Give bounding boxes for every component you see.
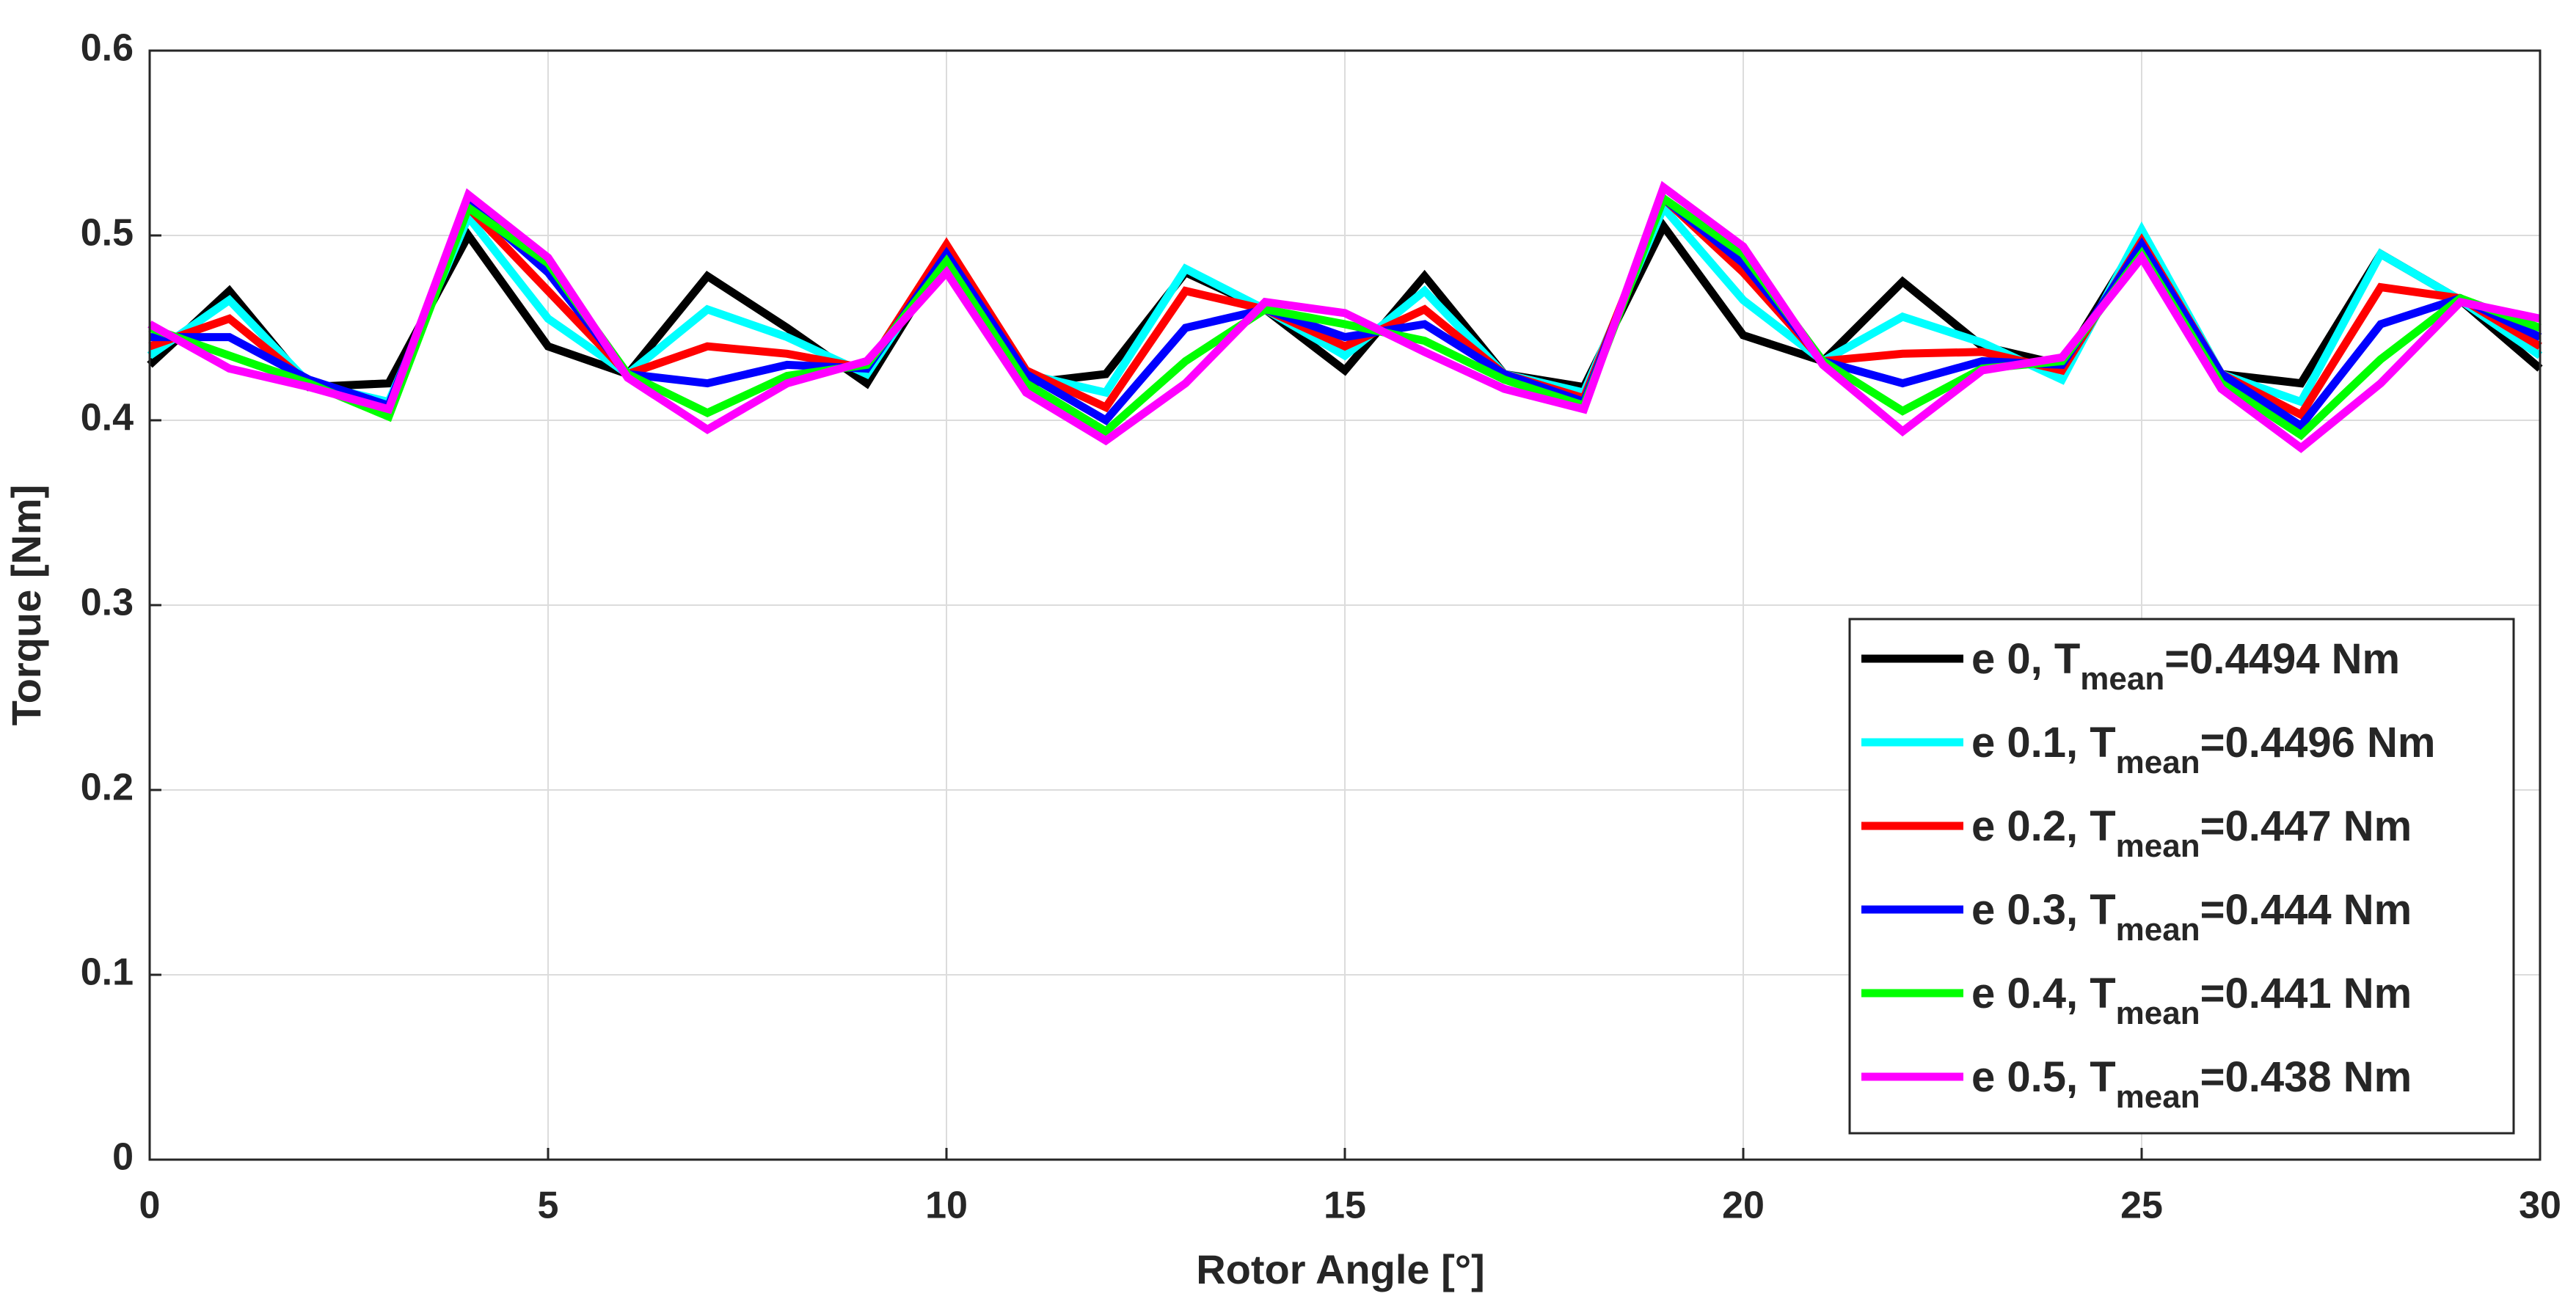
x-tick-label: 30: [2519, 1185, 2561, 1227]
y-tick-label: 0.5: [81, 212, 134, 255]
y-tick-label: 0.6: [81, 27, 134, 70]
y-tick-label: 0.2: [81, 766, 134, 809]
legend-suffix: =0.4494 Nm: [2164, 635, 2400, 683]
legend-subscript: mean: [2116, 912, 2200, 948]
series-line: [147, 200, 2543, 407]
legend-label: e 0.3, Tmean=0.444 Nm: [1971, 886, 2412, 948]
legend-subscript: mean: [2116, 995, 2200, 1031]
legend-label: e 0.1, Tmean=0.4496 Nm: [1971, 719, 2435, 780]
legend-suffix: =0.444 Nm: [2200, 886, 2412, 934]
legend-name: e 0.4, T: [1971, 970, 2116, 1017]
y-axis-label: Torque [Nm]: [3, 485, 49, 726]
x-tick-label: 10: [925, 1185, 968, 1227]
y-tick-label: 0: [112, 1136, 134, 1179]
legend-label: e 0.4, Tmean=0.441 Nm: [1971, 970, 2412, 1031]
x-axis-label: Rotor Angle [°]: [1196, 1246, 1485, 1292]
series-line: [150, 191, 2542, 431]
legend-name: e 0.3, T: [1971, 886, 2116, 934]
legend-suffix: =0.4496 Nm: [2200, 719, 2436, 766]
legend-box: [1848, 618, 2515, 1135]
x-tick-label: 0: [139, 1185, 161, 1227]
y-tick-label: 0.3: [81, 582, 134, 624]
legend-name: e 0, T: [1971, 635, 2080, 683]
y-tick-label: 0.1: [81, 951, 134, 994]
x-tick-label: 20: [1722, 1185, 1765, 1227]
plot-frame: [148, 49, 2542, 1161]
legend-subscript: mean: [2116, 744, 2200, 780]
legend-label: e 0.5, Tmean=0.438 Nm: [1971, 1053, 2412, 1115]
legend-subscript: mean: [2080, 661, 2164, 697]
legend-subscript: mean: [2116, 828, 2200, 864]
x-tick-label: 5: [538, 1185, 559, 1227]
legend-suffix: =0.447 Nm: [2200, 802, 2412, 850]
y-tick-label: 0.4: [81, 397, 134, 439]
legend-label: e 0.2, Tmean=0.447 Nm: [1971, 802, 2412, 864]
legend-suffix: =0.438 Nm: [2200, 1053, 2412, 1101]
legend-name: e 0.1, T: [1971, 719, 2116, 766]
legend-name: e 0.2, T: [1971, 802, 2116, 850]
legend-suffix: =0.441 Nm: [2200, 970, 2412, 1017]
series-line: [147, 180, 2542, 453]
legend-name: e 0.5, T: [1971, 1053, 2116, 1101]
x-tick-label: 25: [2120, 1185, 2163, 1227]
legend-subscript: mean: [2116, 1079, 2200, 1115]
legend-label: e 0, Tmean=0.4494 Nm: [1971, 635, 2400, 697]
x-tick-label: 15: [1324, 1185, 1366, 1227]
